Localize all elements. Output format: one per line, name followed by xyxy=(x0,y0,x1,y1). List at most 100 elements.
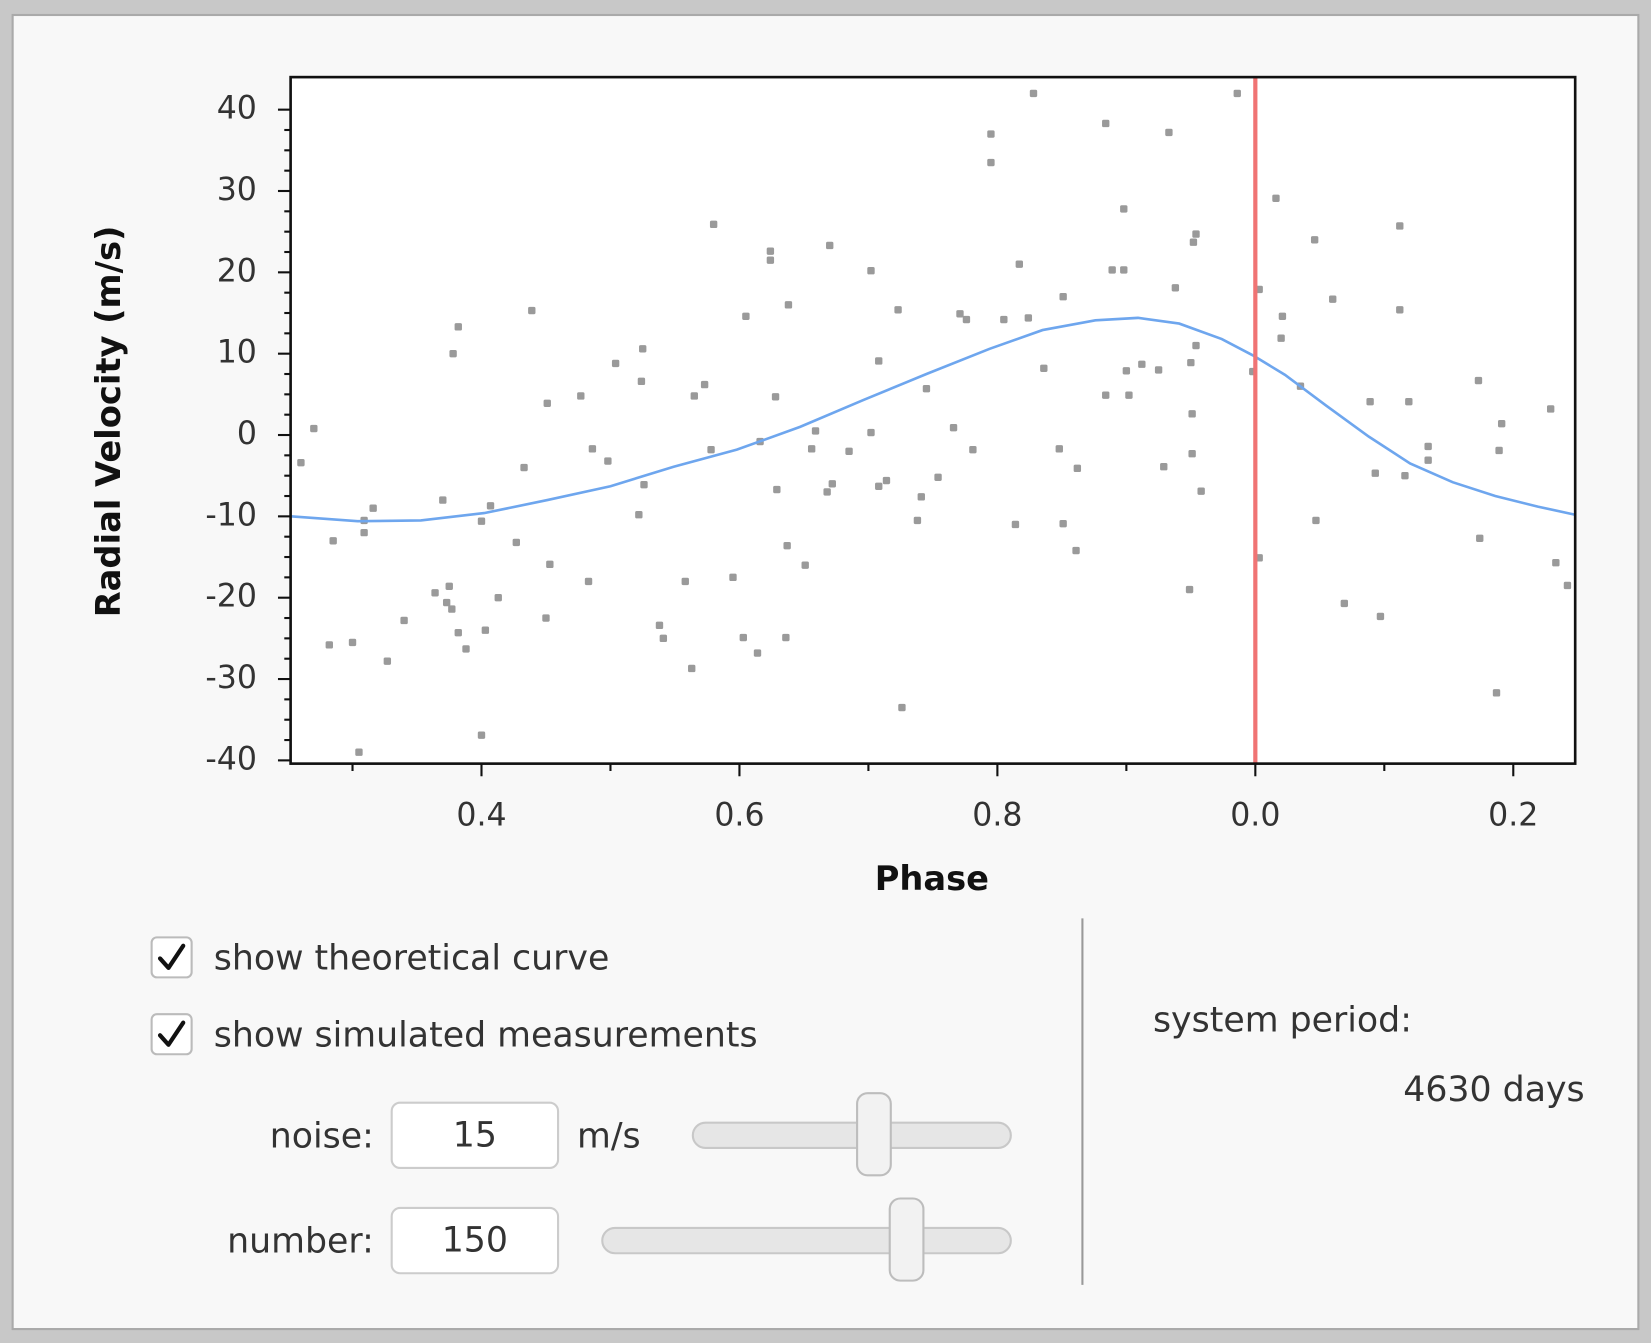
measurement-point xyxy=(1108,266,1116,274)
measurement-point xyxy=(1192,341,1200,350)
measurement-point xyxy=(1122,367,1131,375)
measurement-point xyxy=(1000,315,1008,324)
measurement-point xyxy=(1188,410,1196,418)
measurement-point xyxy=(1476,534,1484,543)
measurement-point xyxy=(1055,445,1063,453)
measurement-point xyxy=(577,392,585,400)
measurement-point xyxy=(369,504,377,512)
measurement-point xyxy=(1011,520,1020,529)
number-label: number: xyxy=(227,1222,374,1262)
measurement-point xyxy=(584,577,593,586)
measurement-point xyxy=(1188,450,1196,458)
measurement-point xyxy=(454,628,462,637)
number-input[interactable] xyxy=(390,1206,560,1275)
measurement-point xyxy=(688,664,696,673)
measurement-point xyxy=(1160,463,1168,471)
measurement-point xyxy=(546,560,554,569)
measurement-point xyxy=(956,310,964,318)
noise-slider-track[interactable] xyxy=(691,1121,1012,1150)
period-label: system period: xyxy=(1153,1001,1412,1041)
measurement-point xyxy=(826,241,834,250)
measurement-point xyxy=(949,424,958,432)
measurement-point xyxy=(1424,442,1432,451)
measurement-point xyxy=(1310,236,1319,244)
measurement-point xyxy=(922,384,931,393)
measurement-point xyxy=(611,359,620,368)
number-slider-thumb[interactable] xyxy=(888,1197,925,1282)
measurement-point xyxy=(1072,546,1080,555)
y-tick-label: -40 xyxy=(205,741,257,777)
x-tick-label: 0.0 xyxy=(1230,797,1280,833)
measurement-point xyxy=(348,638,357,647)
measurement-point xyxy=(635,511,643,519)
measurement-point xyxy=(867,428,875,437)
measurement-point xyxy=(875,482,883,490)
measurement-point xyxy=(987,158,995,167)
checkbox-measurements[interactable] xyxy=(150,1013,193,1056)
measurement-point xyxy=(355,748,363,756)
measurement-point xyxy=(1396,306,1404,314)
measurement-point xyxy=(882,476,891,485)
noise-value[interactable]: 15 xyxy=(453,1115,497,1155)
checkbox-curve[interactable] xyxy=(150,936,193,979)
measurement-point xyxy=(782,633,790,642)
measurement-point xyxy=(329,537,337,545)
measurement-point xyxy=(1102,391,1110,399)
measurement-point xyxy=(1278,312,1287,320)
measurement-point xyxy=(659,634,668,643)
measurement-point xyxy=(1340,599,1349,608)
measurement-point xyxy=(753,649,762,657)
measurement-point xyxy=(1073,464,1082,473)
measurement-point xyxy=(700,380,709,389)
y-tick-label: 30 xyxy=(217,172,257,208)
measurement-point xyxy=(1563,581,1572,590)
measurement-point xyxy=(1059,519,1067,528)
measurement-point xyxy=(1424,456,1432,464)
measurement-point xyxy=(771,393,780,401)
measurement-point xyxy=(1059,293,1067,301)
measurement-point xyxy=(739,633,747,642)
measurement-point xyxy=(449,349,457,358)
measurement-point xyxy=(1396,222,1404,230)
measurement-point xyxy=(1102,119,1110,128)
measurement-point xyxy=(1024,314,1033,322)
checkbox-box[interactable] xyxy=(150,1013,193,1056)
measurement-point xyxy=(1405,397,1413,406)
measurement-point xyxy=(1120,266,1128,274)
measurement-point xyxy=(1189,238,1198,246)
measurement-point xyxy=(604,457,612,465)
measurement-point xyxy=(1192,230,1200,238)
measurement-point xyxy=(707,445,715,454)
measurement-point xyxy=(823,488,831,496)
noise-slider-thumb[interactable] xyxy=(856,1092,892,1177)
number-value[interactable]: 150 xyxy=(442,1221,508,1261)
checkbox-box[interactable] xyxy=(150,936,193,979)
measurement-point xyxy=(917,493,925,501)
measurement-point xyxy=(640,480,648,489)
checkmark xyxy=(157,1020,186,1047)
x-tick-label: 0.6 xyxy=(714,797,764,833)
noise-label: noise: xyxy=(270,1116,374,1156)
measurement-point xyxy=(477,731,486,739)
x-tick-label: 0.4 xyxy=(456,797,506,833)
measurement-point xyxy=(1197,487,1205,495)
measurement-point xyxy=(1401,472,1409,480)
measurement-point xyxy=(1474,376,1483,385)
measurement-point xyxy=(969,445,977,454)
noise-input[interactable] xyxy=(390,1101,560,1170)
measurement-point xyxy=(681,577,689,586)
measurement-point xyxy=(709,220,718,229)
measurement-point xyxy=(1233,89,1241,98)
measurement-point xyxy=(512,538,520,547)
checkbox-label[interactable]: show theoretical curve xyxy=(214,938,610,978)
checkbox-label[interactable]: show simulated measurements xyxy=(214,1015,758,1055)
measurement-point xyxy=(801,561,809,569)
number-slider-track[interactable] xyxy=(601,1226,1012,1255)
measurement-point xyxy=(297,458,305,467)
plot-layer xyxy=(290,77,1576,764)
measurement-point xyxy=(807,445,816,453)
x-tick-label: 0.2 xyxy=(1488,797,1538,833)
y-tick-label: 0 xyxy=(237,416,257,452)
measurement-point xyxy=(1040,364,1048,373)
measurement-point xyxy=(542,614,550,622)
